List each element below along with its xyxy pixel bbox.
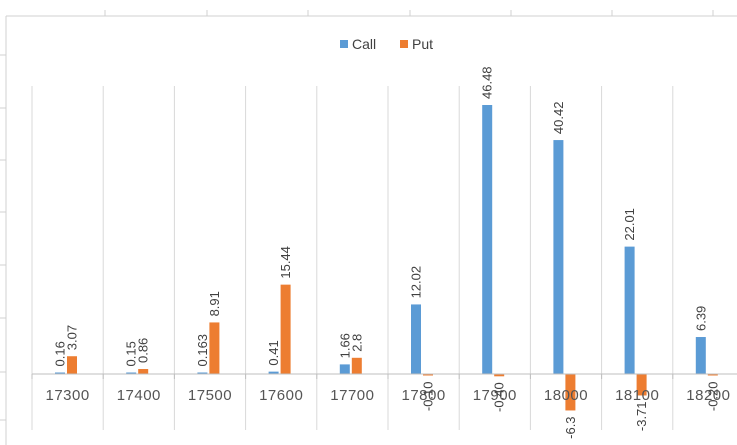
bar-call-17600 xyxy=(268,371,279,374)
bar-call-17300 xyxy=(55,372,65,374)
legend-swatch-put xyxy=(400,40,408,48)
bar-call-18200 xyxy=(695,337,706,374)
bar-put-17900 xyxy=(494,374,505,377)
data-label-put-17400: 0.86 xyxy=(136,338,151,363)
data-label-call-17900: 46.48 xyxy=(480,66,495,99)
legend-swatch-call xyxy=(340,40,348,48)
data-label-put-18000: -6.3 xyxy=(563,416,578,438)
bar-put-18000 xyxy=(565,374,576,411)
bar-put-17400 xyxy=(138,369,149,374)
bar-put-17500 xyxy=(209,322,220,374)
bar-put-18100 xyxy=(636,374,647,396)
tick-label-17700: 17700 xyxy=(330,387,374,404)
data-label-put-17900: -0.40 xyxy=(492,382,507,412)
x-axis-line xyxy=(31,373,737,379)
data-label-call-18100: 22.01 xyxy=(622,208,637,241)
tick-label-17300: 17300 xyxy=(45,387,89,404)
bar-call-17700 xyxy=(339,364,350,374)
tick-label-17600: 17600 xyxy=(259,387,303,404)
chart-frame xyxy=(0,10,737,445)
data-label-put-17700: 2.8 xyxy=(349,334,364,352)
tick-label-17800: 17800 xyxy=(401,387,445,404)
bar-put-17700 xyxy=(351,357,362,374)
bar-call-17900 xyxy=(482,105,493,374)
bar-put-18200 xyxy=(707,374,718,376)
data-label-call-18000: 40.42 xyxy=(551,102,566,135)
data-label-call-18200: 6.39 xyxy=(693,306,708,331)
bar-call-18100 xyxy=(624,246,635,374)
legend-label-call: Call xyxy=(352,36,376,52)
bar-call-17800 xyxy=(411,304,421,374)
data-label-put-18100: -3.71 xyxy=(634,401,649,431)
tick-label-18100: 18100 xyxy=(615,387,659,404)
legend: Call Put xyxy=(340,36,433,52)
data-label-call-17700: 1.66 xyxy=(337,333,352,358)
tick-label-17500: 17500 xyxy=(188,387,232,404)
tick-label-17400: 17400 xyxy=(117,387,161,404)
tick-label-18200: 18200 xyxy=(686,387,730,404)
data-label-call-17300: 0.16 xyxy=(53,341,68,366)
tick-label-17900: 17900 xyxy=(473,387,517,404)
data-label-put-17800: -0.10 xyxy=(421,382,436,412)
bar-call-18000 xyxy=(553,140,564,374)
data-label-put-18200: -0.20 xyxy=(705,382,720,412)
bar-put-17600 xyxy=(280,284,291,374)
category-gridlines xyxy=(31,86,674,430)
bar-put-17300 xyxy=(67,356,77,374)
tick-label-18000: 18000 xyxy=(544,387,588,404)
x-axis-tick-labels: 17300 17400 17500 17600 17700 17800 17900 18000… xyxy=(45,387,730,404)
data-label-call-17500: 0.163 xyxy=(195,334,210,367)
data-label-call-17600: 0.41 xyxy=(266,340,281,365)
bar-put-17800 xyxy=(423,374,433,376)
data-label-put-17300: 3.07 xyxy=(65,325,80,350)
bar-call-17500 xyxy=(197,372,208,374)
data-label-put-17500: 8.91 xyxy=(207,291,222,316)
bar-call-17400 xyxy=(126,372,137,374)
data-label-put-17600: 15.44 xyxy=(278,246,293,279)
data-label-call-17800: 12.02 xyxy=(409,266,424,299)
bar-series xyxy=(55,105,718,411)
data-label-call-17400: 0.15 xyxy=(124,341,139,366)
legend-label-put: Put xyxy=(412,36,433,52)
data-labels: 0.16 0.15 0.163 0.41 1.66 12.02 46.48 40.42 22.0… xyxy=(53,66,721,438)
